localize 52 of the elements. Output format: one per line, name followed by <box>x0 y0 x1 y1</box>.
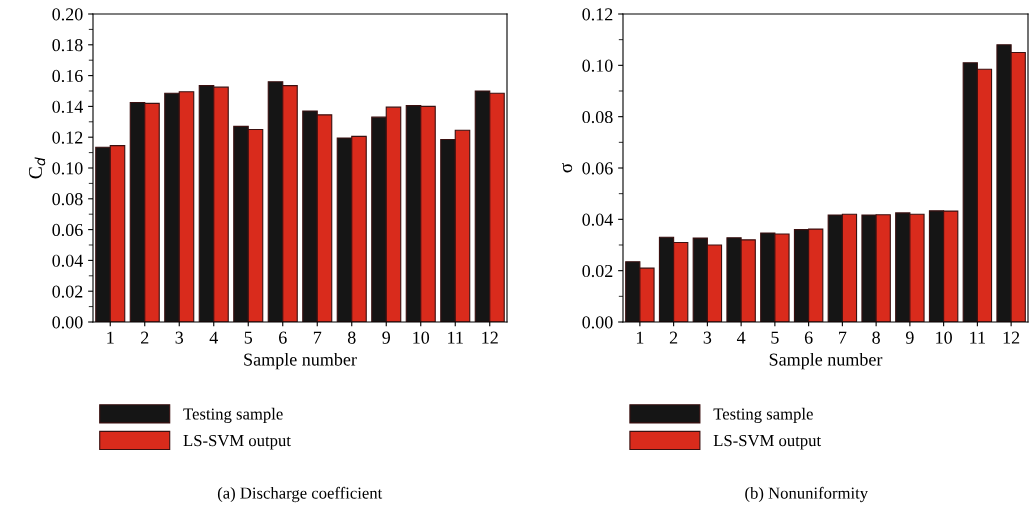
x-tick-label: 8 <box>872 331 880 344</box>
x-tick-label: 12 <box>482 331 498 344</box>
x-tick-label: 11 <box>970 331 985 344</box>
y-tick-label: 0.12 <box>582 8 613 21</box>
x-tick-label: 2 <box>669 331 678 344</box>
x-tick-label: 10 <box>936 331 952 344</box>
y-tick-label: 0.02 <box>52 285 83 298</box>
y-tick-label: 0.06 <box>582 162 613 175</box>
y-tick-label: 0.00 <box>52 316 83 329</box>
y-tick-label: 0.20 <box>52 8 83 21</box>
x-tick-label: 9 <box>905 331 914 344</box>
x-tick-label: 7 <box>313 331 322 344</box>
x-tick-label: 6 <box>804 331 813 344</box>
legend-label: LS-SVM output <box>183 434 291 450</box>
y-tick-label: 0.00 <box>582 316 613 329</box>
y-tick-label: 0.18 <box>52 39 83 52</box>
x-tick-label: 7 <box>839 331 847 344</box>
x-tick-label: 5 <box>244 331 253 344</box>
y-tick-label: 0.08 <box>52 193 83 206</box>
y-tick-label: 0.04 <box>582 213 613 226</box>
y-tick-label: 0.04 <box>52 254 83 267</box>
legend-label: Testing sample <box>713 407 813 424</box>
x-tick-label: 4 <box>209 331 218 344</box>
y-tick-label: 0.10 <box>52 162 83 175</box>
x-tick-label: 5 <box>771 331 779 344</box>
x-tick-label: 2 <box>141 331 149 344</box>
x-tick-label: 3 <box>175 331 184 344</box>
y-tick-label: 0.16 <box>52 69 83 83</box>
y-tick-label: 0.06 <box>52 223 83 237</box>
x-tick-label: 8 <box>347 331 356 344</box>
x-tick-label: 11 <box>448 331 463 344</box>
y-tick-label: 0.14 <box>52 100 83 113</box>
x-tick-label: 1 <box>636 331 644 344</box>
x-tick-label: 1 <box>107 331 114 344</box>
y-axis-title: C$_{d}$ <box>28 157 46 179</box>
x-tick-label: 4 <box>736 331 746 344</box>
legend-label: Testing sample <box>183 407 283 424</box>
text: (b) Nonuniformity <box>745 486 869 503</box>
x-tick-label: 10 <box>413 331 430 344</box>
x-axis-title: Sample number <box>244 352 357 370</box>
y-tick-label: 0.08 <box>582 110 613 124</box>
x-tick-label: 9 <box>382 331 391 344</box>
legend-label: LS-SVM output <box>713 434 822 450</box>
x-axis-title: Sample number <box>769 352 883 370</box>
y-tick-label: 0.10 <box>582 59 613 72</box>
y-tick-label: 0.02 <box>582 264 613 278</box>
y-tick-label: 0.12 <box>52 131 83 144</box>
x-tick-label: 12 <box>1003 331 1020 344</box>
y-axis-title: σ <box>562 163 573 173</box>
text: (a) Discharge coefficient <box>217 486 383 503</box>
x-tick-label: 6 <box>279 331 287 344</box>
x-tick-label: 3 <box>703 331 712 344</box>
